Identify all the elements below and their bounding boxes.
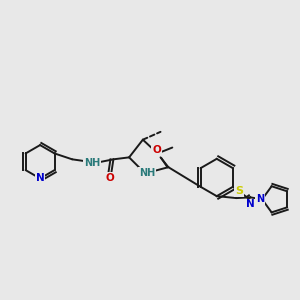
- Text: S: S: [235, 186, 243, 196]
- Text: NH: NH: [84, 158, 100, 168]
- Text: N: N: [246, 200, 255, 209]
- Text: NH: NH: [139, 168, 155, 178]
- Text: O: O: [152, 146, 161, 155]
- Text: O: O: [105, 173, 114, 183]
- Text: N: N: [36, 173, 44, 184]
- Text: N: N: [256, 194, 264, 204]
